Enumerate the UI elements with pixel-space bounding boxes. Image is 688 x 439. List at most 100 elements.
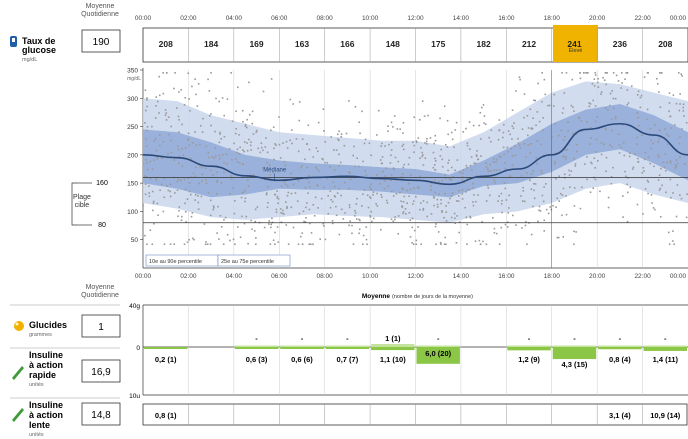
glucose-reading-dot [219,157,221,160]
glucose-reading-dot [329,206,332,209]
glucose-reading-dot [363,189,366,191]
glucose-reading-dot [145,145,148,147]
glucose-reading-dot [390,141,393,144]
glucose-reading-dot [614,97,617,100]
glucose-reading-dot [647,192,649,195]
glucose-reading-dot [539,210,542,212]
glucose-reading-dot [316,184,319,186]
glucose-reading-dot [188,239,191,241]
glucose-reading-dot [180,215,183,218]
glucose-reading-dot [444,174,446,176]
glucose-reading-dot [241,163,244,166]
glucose-reading-dot [498,119,501,121]
glucose-reading-dot [193,238,195,241]
glucose-reading-dot [415,195,417,198]
glucose-reading-dot [573,230,575,233]
glucose-reading-dot [549,206,551,208]
glucose-reading-dot [552,204,554,207]
glucose-reading-dot [433,142,435,145]
glucose-reading-dot [599,190,601,193]
top-time-label: 06:00 [271,15,288,22]
glucose-reading-dot [317,121,320,124]
glucose-reading-dot [682,103,685,106]
glucose-reading-dot [275,144,277,146]
hourly-mean-value: 175 [431,39,445,49]
glucose-reading-dot [523,93,526,95]
glucose-reading-dot [301,138,304,140]
carb-icon [14,321,24,331]
glucose-reading-dot [430,185,432,187]
glucose-reading-dot [253,230,256,232]
glucose-reading-dot [626,220,629,223]
glucose-reading-dot [517,137,519,140]
glucose-reading-dot [170,125,172,128]
glucose-reading-dot [675,159,678,161]
glucose-reading-dot [298,119,301,122]
glucose-reading-dot [153,222,155,225]
glucose-reading-dot [279,157,282,159]
glucose-reading-dot [382,170,384,173]
glucose-reading-dot [461,193,464,195]
glucose-reading-dot [232,238,235,241]
glucose-reading-dot [472,124,475,127]
glucose-reading-dot [278,143,281,146]
glucose-reading-dot [207,151,210,154]
glucose-reading-dot [205,241,207,243]
glucose-reading-dot [174,192,176,194]
glucose-reading-dot [399,128,402,130]
glucose-reading-dot [544,93,547,96]
glucose-reading-dot [682,106,685,109]
glucose-reading-dot [492,217,494,219]
glucose-reading-dot [565,195,567,197]
y-tick-label: 300 [127,96,138,103]
glucose-reading-dot [483,122,485,124]
glucose-reading-dot [162,210,165,213]
glucose-reading-dot [631,168,634,170]
glucose-reading-dot [597,77,600,80]
glucose-reading-dot [286,185,289,187]
glucose-reading-dot [402,173,404,175]
glucose-reading-dot [536,111,539,113]
slow-value-label: 0,8 (1) [155,411,177,420]
glucose-reading-dot [580,120,583,122]
glucose-reading-dot [290,172,292,175]
target-label-line1: Plage [73,194,91,201]
glucose-reading-dot [466,177,468,179]
glucose-reading-dot [155,177,158,179]
glucose-reading-dot [654,208,656,211]
glucose-reading-dot [585,72,587,74]
glucose-reading-dot [144,122,146,124]
glucose-reading-dot [279,208,282,210]
glucose-reading-dot [676,184,679,186]
glucose-reading-dot [213,206,215,209]
glucose-reading-dot [550,208,553,211]
glucose-reading-dot [178,119,180,121]
glucose-reading-dot [624,170,626,173]
glucose-reading-dot [425,143,428,145]
glucose-reading-dot [422,164,425,166]
glucose-reading-dot [362,193,364,196]
glucose-reading-dot [502,123,505,126]
glucose-reading-dot [620,146,622,149]
glucose-reading-dot [292,226,295,229]
glucose-reading-dot [573,187,576,189]
glucose-reading-dot [246,126,248,129]
glucose-reading-dot [284,201,287,203]
glucose-reading-dot [287,243,290,246]
glucose-reading-dot [548,104,551,107]
glucose-reading-dot [180,179,182,182]
glucose-reading-dot [201,173,203,176]
glucose-reading-dot [530,233,533,236]
glucose-reading-dot [579,77,582,80]
glucose-reading-dot [362,160,364,163]
glucose-reading-dot [144,109,147,112]
glucose-reading-dot [541,100,543,103]
glucose-reading-dot [613,107,615,109]
glucose-reading-dot [296,200,299,202]
hourly-mean-value: 182 [477,39,491,49]
glucose-reading-dot [377,109,380,112]
slow-title-line2: à action [29,410,63,420]
glucose-reading-dot [532,182,535,185]
carb-value-label: - [573,334,576,343]
